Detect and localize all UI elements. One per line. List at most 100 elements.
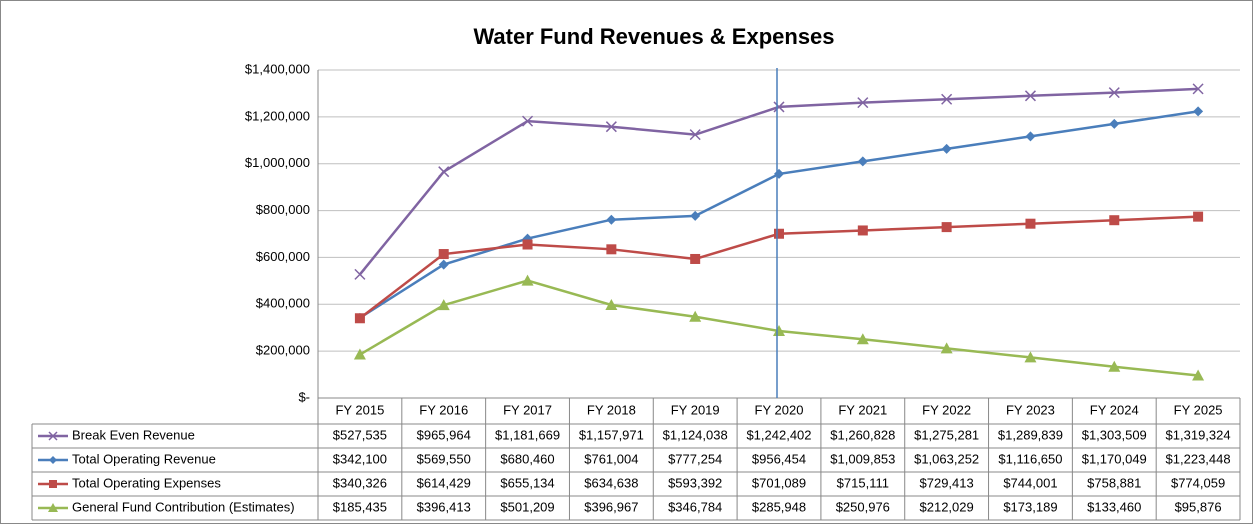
marker [1025, 131, 1036, 142]
table-value: $701,089 [752, 475, 806, 490]
table-value: $396,413 [417, 499, 471, 514]
x-tick-label: FY 2017 [503, 402, 552, 417]
table-value: $1,170,049 [1082, 451, 1147, 466]
table-value: $761,004 [584, 451, 638, 466]
x-tick-label: FY 2019 [671, 402, 720, 417]
x-tick-label: FY 2025 [1174, 402, 1223, 417]
table-value: $396,967 [584, 499, 638, 514]
marker [1192, 369, 1205, 381]
marker [606, 244, 617, 255]
marker [1109, 215, 1120, 226]
table-value: $729,413 [920, 475, 974, 490]
marker [1192, 83, 1204, 95]
marker [1109, 118, 1120, 129]
marker [941, 93, 953, 105]
legend-label: Total Operating Expenses [72, 475, 221, 490]
marker [49, 456, 57, 464]
table-value: $346,784 [668, 499, 722, 514]
marker [48, 503, 58, 512]
table-value: $655,134 [500, 475, 554, 490]
table-value: $285,948 [752, 499, 806, 514]
marker [690, 210, 701, 221]
table-value: $340,326 [333, 475, 387, 490]
marker [1193, 106, 1204, 117]
y-tick-label: $1,000,000 [245, 155, 310, 170]
x-tick-label: FY 2021 [838, 402, 887, 417]
table-value: $185,435 [333, 499, 387, 514]
marker [857, 156, 868, 167]
table-value: $1,063,252 [914, 451, 979, 466]
y-tick-label: $- [298, 389, 310, 404]
table-value: $1,242,402 [746, 427, 811, 442]
table-value: $212,029 [920, 499, 974, 514]
y-tick-label: $600,000 [256, 249, 310, 264]
table-value: $569,550 [417, 451, 471, 466]
table-value: $1,303,509 [1082, 427, 1147, 442]
marker [773, 325, 785, 337]
table-value: $95,876 [1175, 499, 1222, 514]
marker [606, 214, 617, 225]
table-value: $774,059 [1171, 475, 1225, 490]
table-value: $1,260,828 [830, 427, 895, 442]
marker [522, 239, 533, 250]
marker [856, 333, 869, 345]
table-value: $250,976 [836, 499, 890, 514]
marker [689, 310, 702, 322]
x-tick-label: FY 2018 [587, 402, 636, 417]
marker [1024, 90, 1036, 102]
marker [774, 228, 784, 239]
table-value: $1,275,281 [914, 427, 979, 442]
table-value: $1,289,839 [998, 427, 1063, 442]
legend-label: Total Operating Revenue [72, 451, 216, 466]
table-value: $1,116,650 [998, 451, 1062, 466]
marker [438, 249, 449, 260]
x-tick-label: FY 2015 [335, 402, 384, 417]
marker [1108, 360, 1121, 372]
x-tick-label: FY 2023 [1006, 402, 1055, 417]
x-tick-label: FY 2024 [1090, 402, 1139, 417]
y-tick-label: $800,000 [256, 202, 310, 217]
marker [689, 129, 701, 141]
marker [354, 313, 365, 324]
marker [941, 143, 952, 154]
table-value: $614,429 [417, 475, 471, 490]
table-value: $965,964 [417, 427, 471, 442]
legend-label: Break Even Revenue [72, 427, 195, 442]
marker [605, 298, 618, 310]
marker [1025, 218, 1036, 229]
table-value: $1,223,448 [1166, 451, 1231, 466]
table-value: $1,157,971 [579, 427, 644, 442]
y-tick-label: $1,400,000 [245, 61, 310, 76]
x-tick-label: FY 2016 [419, 402, 468, 417]
marker [48, 431, 58, 441]
marker [522, 115, 534, 127]
marker [940, 342, 953, 354]
marker [773, 101, 785, 113]
table-value: $133,460 [1087, 499, 1141, 514]
y-tick-label: $400,000 [256, 296, 310, 311]
marker [49, 480, 57, 488]
table-value: $634,638 [584, 475, 638, 490]
table-value: $527,535 [333, 427, 387, 442]
x-tick-label: FY 2022 [922, 402, 971, 417]
table-value: $173,189 [1003, 499, 1057, 514]
marker [857, 225, 868, 236]
table-value: $1,124,038 [663, 427, 728, 442]
x-tick-label: FY 2020 [755, 402, 804, 417]
marker [438, 166, 450, 178]
marker [521, 274, 534, 286]
table-value: $956,454 [752, 451, 806, 466]
marker [354, 268, 366, 280]
marker [353, 348, 366, 360]
marker [438, 259, 449, 270]
chart-title: Water Fund Revenues & Expenses [473, 24, 834, 49]
legend-label: General Fund Contribution (Estimates) [72, 499, 295, 514]
marker [437, 299, 450, 311]
table-value: $1,319,324 [1166, 427, 1231, 442]
table-value: $501,209 [500, 499, 554, 514]
table-value: $758,881 [1087, 475, 1141, 490]
marker [857, 97, 869, 109]
table-value: $1,009,853 [830, 451, 895, 466]
